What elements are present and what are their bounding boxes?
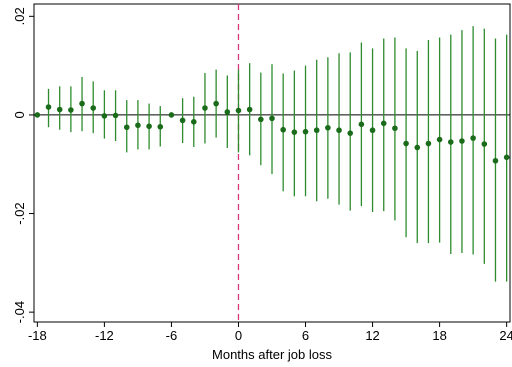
data-point <box>302 128 309 135</box>
x-tick-label: 24 <box>499 328 512 343</box>
data-point <box>347 130 354 136</box>
data-point <box>414 144 421 151</box>
data-point <box>224 109 231 115</box>
y-tick-label: -.02 <box>12 202 27 224</box>
data-point <box>481 141 488 147</box>
x-tick-label: -6 <box>166 328 178 343</box>
data-point <box>280 126 286 133</box>
data-point <box>90 105 97 111</box>
data-point <box>269 115 275 122</box>
data-point <box>380 120 387 127</box>
data-point <box>313 127 320 134</box>
data-point <box>202 105 208 111</box>
data-point <box>68 107 74 113</box>
x-axis-tick-labels: -18 -12 -6 0 6 12 18 24 <box>28 328 512 343</box>
x-tick-label: 6 <box>302 328 309 343</box>
data-point <box>168 112 175 118</box>
data-point <box>157 123 164 130</box>
x-tick-label: -12 <box>95 328 114 343</box>
data-point <box>190 119 197 125</box>
data-point <box>123 124 130 131</box>
data-point <box>291 129 298 135</box>
data-point <box>358 121 365 128</box>
data-point <box>503 154 510 161</box>
data-point <box>336 127 342 134</box>
plot-area <box>29 3 511 327</box>
x-tick-label: 0 <box>235 328 242 343</box>
y-tick-label: 0 <box>12 111 27 118</box>
data-point <box>146 123 152 130</box>
data-point <box>325 124 331 131</box>
data-point <box>246 106 253 113</box>
data-point <box>235 107 242 114</box>
data-point <box>436 136 443 143</box>
data-point <box>101 113 108 119</box>
x-axis-title: Months after job loss <box>212 347 332 362</box>
data-point <box>492 157 499 164</box>
data-point <box>213 100 219 107</box>
data-point <box>470 135 476 141</box>
data-point <box>447 139 454 145</box>
x-tick-label: -18 <box>28 328 47 343</box>
plot-frame <box>33 3 511 323</box>
y-tick-label: .02 <box>12 7 27 25</box>
x-tick-label: 18 <box>432 328 446 343</box>
data-point <box>56 106 63 113</box>
data-point <box>459 138 465 144</box>
data-point <box>45 104 52 110</box>
data-point <box>112 112 119 119</box>
data-point <box>369 127 376 134</box>
data-point <box>403 140 409 147</box>
data-point <box>392 125 398 132</box>
y-axis-tick-labels: .02 0 -.02 -.04 <box>12 7 27 323</box>
y-tick-label: -.04 <box>12 301 27 323</box>
data-point <box>258 116 264 123</box>
data-point <box>179 117 186 124</box>
data-point <box>79 100 85 107</box>
data-point <box>34 112 41 118</box>
data-point <box>135 122 141 129</box>
x-tick-label: 12 <box>365 328 379 343</box>
data-point <box>425 140 432 147</box>
